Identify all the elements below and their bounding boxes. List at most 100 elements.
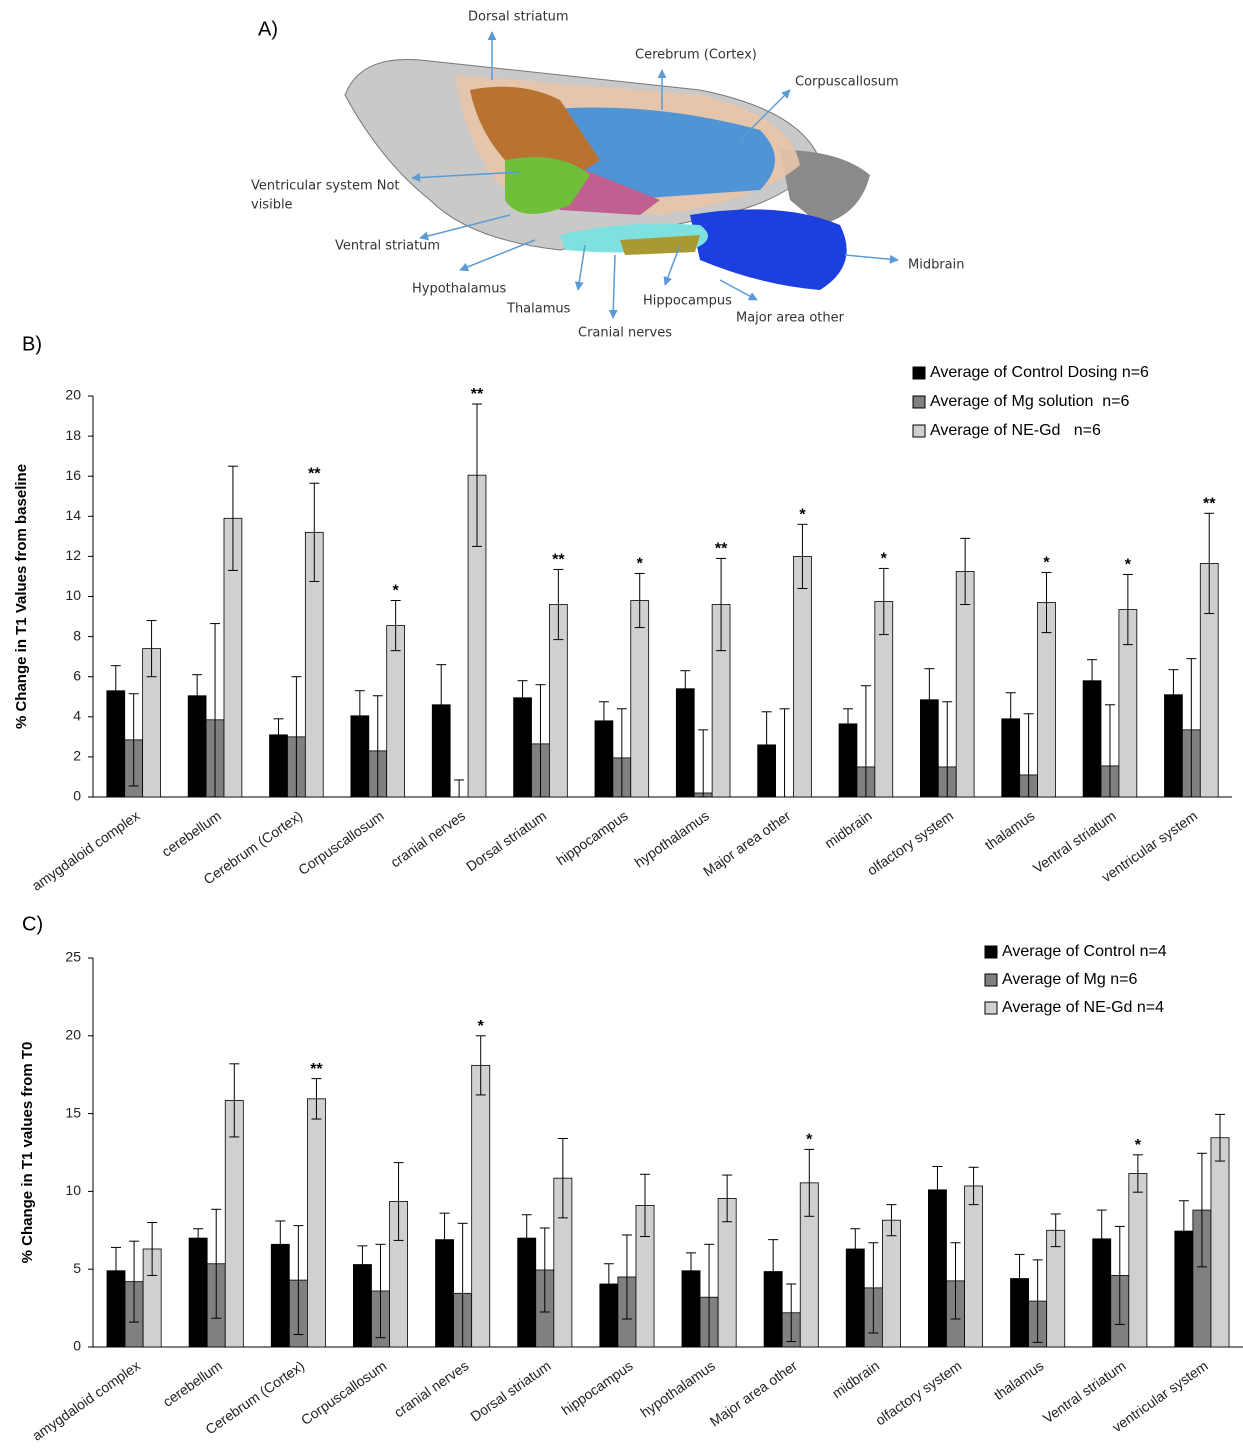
- bar: [1129, 1174, 1147, 1347]
- y-tick-label: 12: [65, 547, 81, 563]
- chart: B) % Change in T1 Values from baseline 0 2 4…: [13, 333, 1232, 893]
- annotation: Hypothalamus: [412, 282, 506, 297]
- y-axis-label: % Change in T1 Values from baseline: [13, 464, 30, 729]
- bar: [387, 626, 405, 797]
- error-bar: [780, 709, 790, 797]
- y-tick-label: 2: [73, 748, 81, 764]
- y-tick-label: 0: [73, 788, 81, 804]
- x-tick-label: thalamus: [982, 807, 1038, 853]
- annotation: Corpuscallosum: [795, 75, 899, 90]
- annotation: visible: [251, 198, 293, 213]
- error-bar: [454, 780, 464, 797]
- x-tick-label: midbrain: [822, 807, 875, 851]
- y-axis-label: % Change in T1 values from T0: [19, 1042, 36, 1264]
- panel-label: A): [258, 18, 278, 40]
- panel-label: C): [22, 913, 43, 935]
- bar: [307, 1099, 325, 1347]
- annotation: Cranial nerves: [578, 326, 672, 341]
- x-tick-label: hypothalamus: [631, 807, 712, 870]
- annotation: Ventral striatum: [335, 239, 440, 254]
- annotation: Major area other: [736, 311, 845, 326]
- significance: *: [1043, 555, 1050, 572]
- x-tick-label: Ventral striatum: [1030, 807, 1119, 876]
- y-tick-label: 5: [73, 1260, 81, 1276]
- x-tick-label: Dorsal striatum: [467, 1357, 553, 1424]
- legend-label: Average of NE-Gd n=6: [930, 422, 1101, 439]
- annotation: Midbrain: [908, 258, 965, 273]
- legend-label: Average of Control Dosing n=6: [930, 364, 1149, 381]
- y-tick-label: 4: [73, 708, 81, 724]
- y-tick-label: 6: [73, 667, 81, 683]
- legend-swatch: [913, 367, 925, 379]
- x-tick-label: Ventral striatum: [1040, 1357, 1129, 1426]
- x-tick-label: amygdaloid complex: [29, 1357, 143, 1443]
- legend-swatch: [985, 1002, 997, 1014]
- y-tick-label: 8: [73, 627, 81, 643]
- y-tick-label: 25: [65, 949, 81, 965]
- significance: **: [1203, 496, 1216, 513]
- bar: [631, 601, 649, 797]
- legend-label: Average of Mg solution n=6: [930, 393, 1129, 410]
- panel-a: A) Dorsal striatum Cerebrum (Cortex) Cor…: [251, 10, 965, 341]
- chart: C) % Change in T1 values from T0 0 5 10 15 20 2…: [19, 913, 1243, 1443]
- x-tick-label: olfactory system: [864, 807, 956, 878]
- significance: **: [308, 465, 321, 482]
- bar: [965, 1186, 983, 1347]
- y-tick-label: 16: [65, 467, 81, 483]
- significance: *: [881, 551, 888, 568]
- bar: [793, 556, 811, 797]
- significance: **: [552, 552, 565, 569]
- y-tick-label: 18: [65, 427, 81, 443]
- bar: [189, 1238, 207, 1347]
- annotation: Ventricular system Not: [251, 179, 400, 194]
- x-tick-label: hippocampus: [558, 1357, 635, 1418]
- x-tick-label: Dorsal striatum: [463, 807, 549, 874]
- legend-swatch: [913, 425, 925, 437]
- error-bar: [698, 730, 708, 797]
- figure: A) Dorsal striatum Cerebrum (Cortex) Cor…: [0, 0, 1243, 1456]
- legend-swatch: [913, 396, 925, 408]
- significance: *: [393, 583, 400, 600]
- legend-swatch: [985, 974, 997, 986]
- significance: *: [799, 507, 806, 524]
- significance: **: [471, 386, 484, 403]
- x-tick-label: Corpuscallosum: [298, 1357, 389, 1428]
- significance: **: [310, 1061, 323, 1078]
- x-tick-label: thalamus: [991, 1357, 1047, 1403]
- x-tick-label: Corpuscallosum: [295, 807, 386, 878]
- annotation: Cerebrum (Cortex): [635, 48, 757, 63]
- panel-label: B): [22, 333, 42, 355]
- y-tick-label: 20: [65, 1027, 81, 1043]
- significance: *: [637, 556, 644, 573]
- x-tick-label: hippocampus: [553, 807, 630, 868]
- x-tick-label: cranial nerves: [387, 807, 468, 870]
- y-tick-label: 14: [65, 507, 81, 523]
- x-tick-label: cranial nerves: [391, 1357, 472, 1420]
- x-tick-label: cerebellum: [160, 1357, 225, 1409]
- annotation: Thalamus: [506, 302, 571, 317]
- x-tick-label: Major area other: [700, 807, 794, 879]
- x-tick-label: hypothalamus: [637, 1357, 718, 1420]
- x-tick-label: amygdaloid complex: [29, 807, 143, 893]
- legend-swatch: [985, 946, 997, 958]
- annotation: Hippocampus: [643, 294, 732, 309]
- significance: **: [715, 541, 728, 558]
- bar: [472, 1065, 490, 1347]
- bar: [956, 571, 974, 797]
- brain-image: [345, 59, 870, 290]
- legend-label: Average of Control n=4: [1002, 943, 1167, 960]
- y-tick-label: 10: [65, 1182, 81, 1198]
- significance: *: [806, 1132, 813, 1149]
- bar: [1211, 1138, 1229, 1347]
- annotation: Dorsal striatum: [468, 10, 569, 25]
- y-tick-label: 10: [65, 587, 81, 603]
- x-tick-label: Major area other: [707, 1357, 801, 1429]
- x-tick-label: olfactory system: [872, 1357, 964, 1428]
- significance: *: [1125, 557, 1132, 574]
- legend-label: Average of NE-Gd n=4: [1002, 999, 1164, 1016]
- legend-label: Average of Mg n=6: [1002, 971, 1137, 988]
- y-tick-label: 0: [73, 1338, 81, 1354]
- y-tick-label: 15: [65, 1104, 81, 1120]
- bar: [882, 1220, 900, 1347]
- significance: *: [478, 1018, 485, 1035]
